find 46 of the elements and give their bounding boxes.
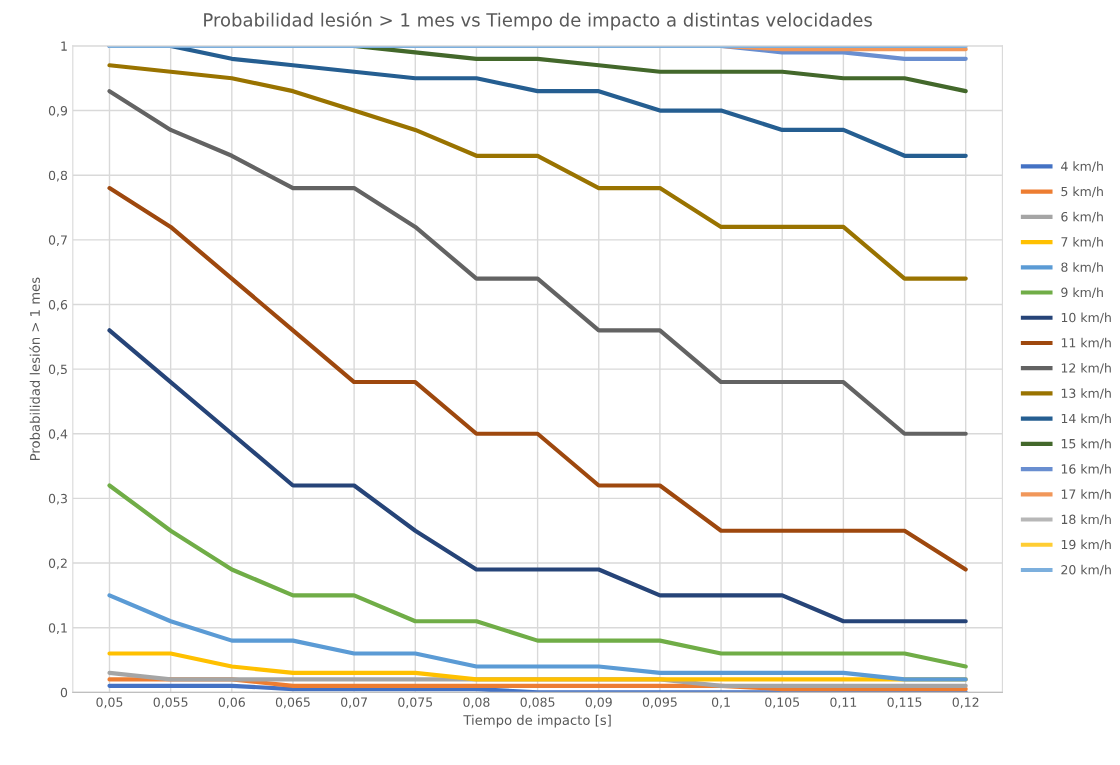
legend-label: 20 km/h	[1061, 564, 1111, 576]
legend-label: 18 km/h	[1061, 514, 1111, 526]
legend-label: 12 km/h	[1061, 363, 1111, 374]
y-axis-title: Probabilidad lesión > 1 mes	[29, 277, 40, 461]
chart-title: Probabilidad lesión > 1 mes vs Tiempo de impacto a distintas velocidades	[204, 12, 872, 31]
legend-label: 4 km/h	[1061, 161, 1103, 172]
y-tick-label: 0,3	[48, 493, 67, 505]
x-tick-label: 0,08	[463, 697, 490, 709]
y-tick-label: 0,5	[48, 364, 67, 376]
x-tick-label: 0,065	[275, 697, 310, 709]
x-tick-label: 0,05	[96, 697, 123, 709]
x-tick-label: 0,07	[341, 697, 367, 709]
legend-label: 9 km/h	[1061, 287, 1103, 299]
legend-label: 11 km/h	[1061, 337, 1111, 349]
y-tick-label: 0,9	[48, 106, 68, 117]
y-tick-label: 0,2	[48, 558, 67, 570]
x-tick-label: 0,06	[218, 697, 245, 709]
legend-label: 6 km/h	[1061, 211, 1103, 223]
x-tick-label: 0,085	[520, 697, 555, 709]
x-tick-label: 0,095	[642, 697, 677, 709]
y-tick-label: 0,6	[48, 299, 68, 311]
x-tick-label: 0,1	[711, 697, 730, 709]
x-tick-label: 0,105	[765, 697, 800, 709]
y-tick-label: 0	[60, 687, 68, 698]
legend-label: 7 km/h	[1061, 236, 1103, 248]
legend-label: 8 km/h	[1061, 262, 1103, 273]
x-tick-label: 0,11	[830, 697, 857, 709]
y-tick-label: 0,7	[48, 235, 67, 247]
x-tick-label: 0,115	[887, 697, 922, 709]
x-axis-title: Tiempo de impacto [s]	[463, 714, 611, 728]
x-tick-label: 0,12	[952, 697, 979, 709]
x-tick-label: 0,09	[585, 697, 612, 709]
legend-label: 5 km/h	[1061, 186, 1103, 198]
x-tick-label: 0,075	[398, 697, 433, 709]
y-tick-label: 0,1	[48, 623, 67, 634]
legend-label: 10 km/h	[1061, 312, 1111, 324]
legend-label: 17 km/h	[1061, 489, 1111, 500]
legend-label: 13 km/h	[1061, 388, 1111, 399]
y-tick-label: 1	[61, 41, 67, 51]
legend-label: 14 km/h	[1061, 413, 1111, 425]
legend-label: 15 km/h	[1061, 438, 1111, 450]
y-tick-label: 0,4	[48, 429, 68, 440]
legend-label: 16 km/h	[1061, 463, 1111, 475]
legend-label: 19 km/h	[1061, 539, 1111, 551]
y-tick-label: 0,8	[48, 170, 68, 182]
x-tick-label: 0,055	[153, 697, 188, 709]
